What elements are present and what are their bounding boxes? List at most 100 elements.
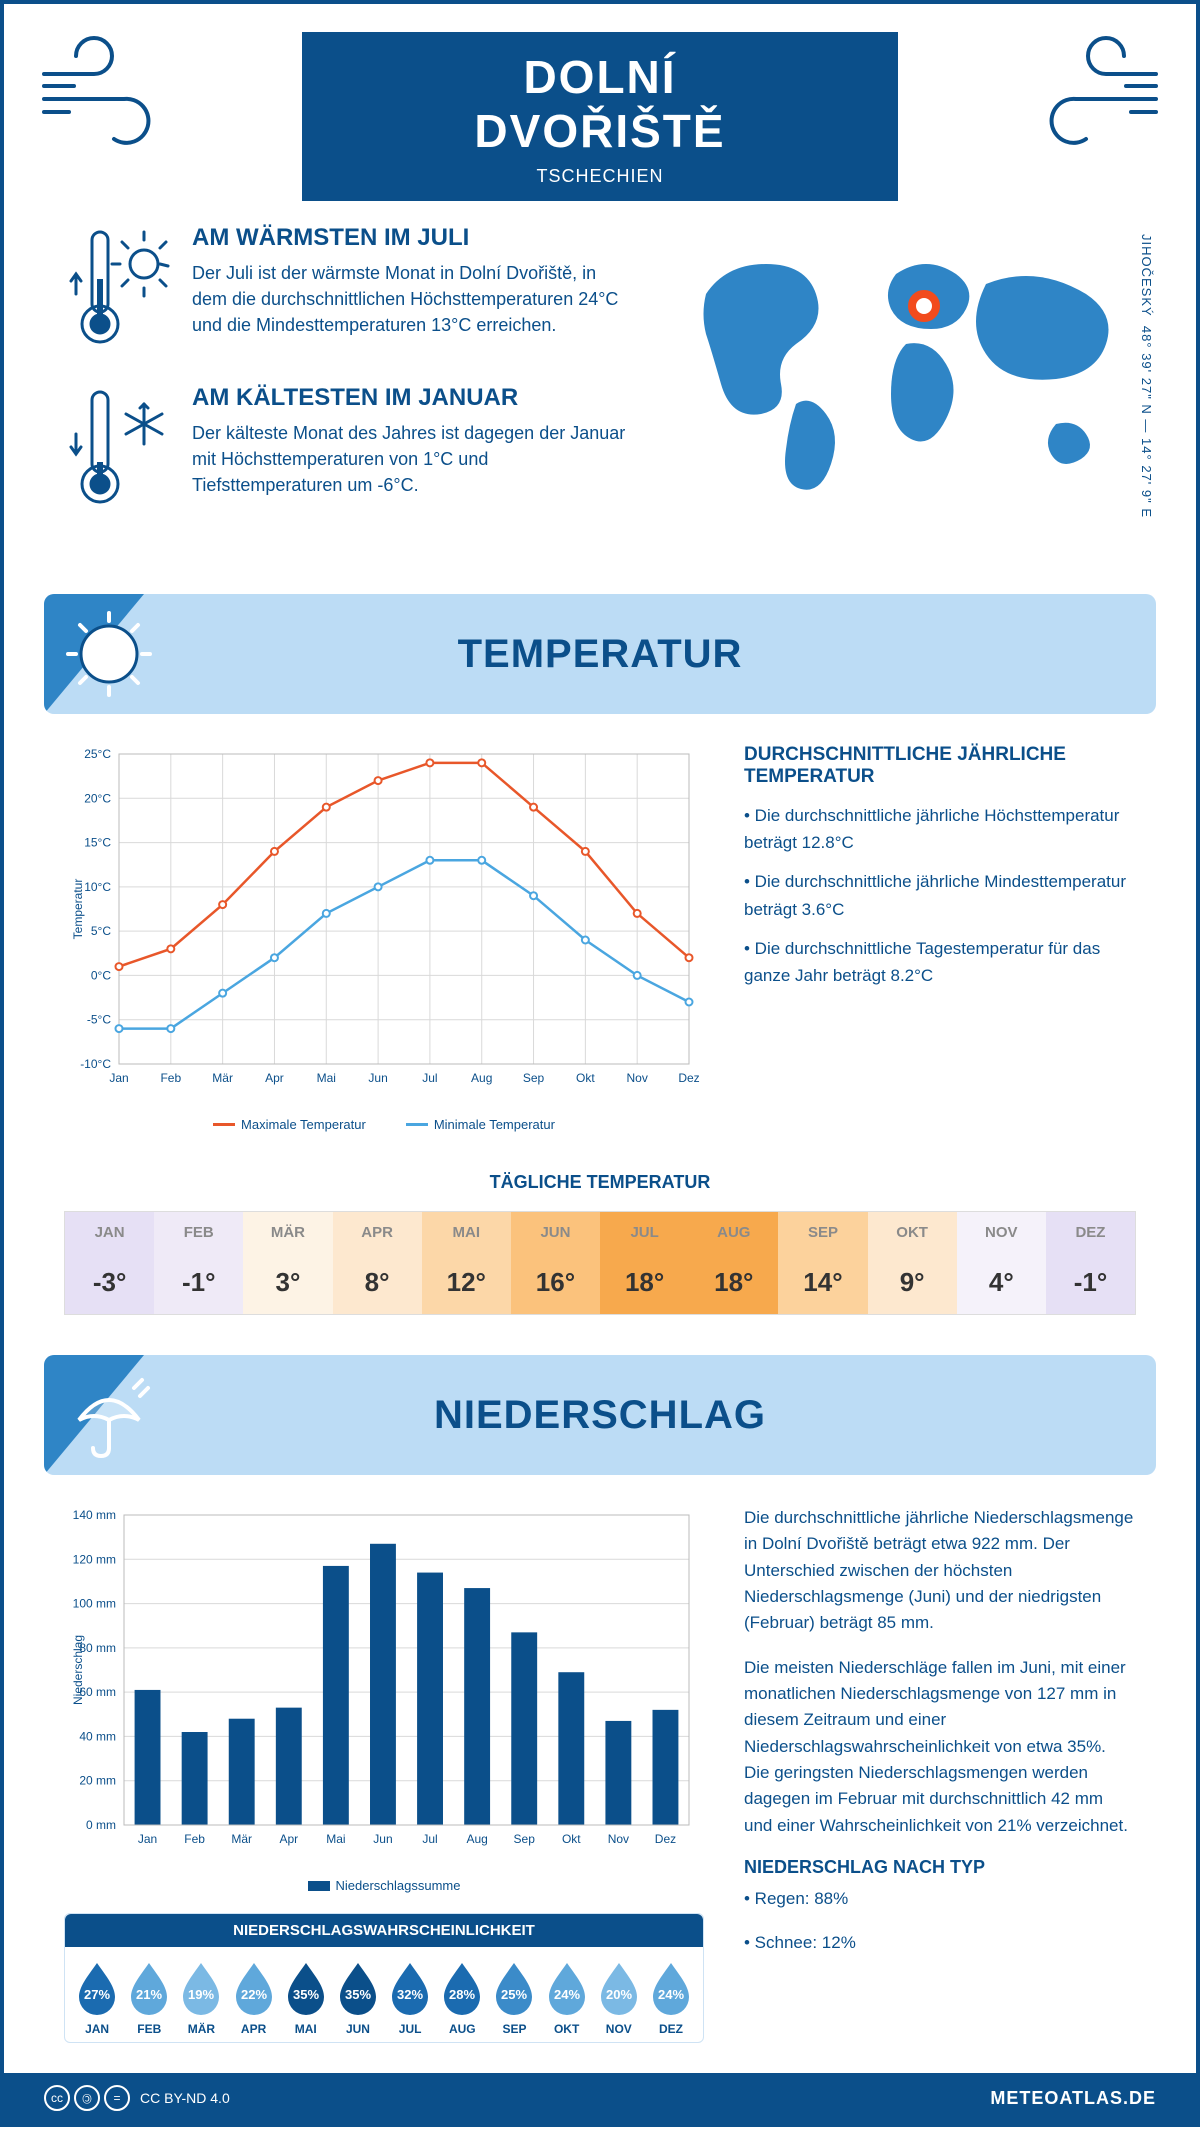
daily-cell: FEB-1°	[154, 1212, 243, 1314]
svg-text:Aug: Aug	[471, 1071, 492, 1085]
svg-text:Jul: Jul	[422, 1832, 437, 1846]
coordinates: JIHOČESKÝ 48° 39' 27" N — 14° 27' 9" E	[1139, 234, 1154, 518]
svg-text:Aug: Aug	[466, 1832, 487, 1846]
precipitation-banner: NIEDERSCHLAG	[44, 1355, 1156, 1475]
precipitation-left: 0 mm20 mm40 mm60 mm80 mm100 mm120 mm140 …	[64, 1505, 704, 2043]
svg-text:-5°C: -5°C	[87, 1013, 111, 1027]
precip-paragraph: Die meisten Niederschläge fallen im Juni…	[744, 1655, 1136, 1839]
svg-text:Mai: Mai	[326, 1832, 345, 1846]
svg-text:40 mm: 40 mm	[79, 1729, 116, 1743]
warmest-fact: AM WÄRMSTEN IM JULI Der Juli ist der wär…	[64, 224, 636, 354]
temp-bullet: • Die durchschnittliche jährliche Mindes…	[744, 868, 1136, 922]
svg-text:Feb: Feb	[184, 1832, 205, 1846]
svg-text:120 mm: 120 mm	[73, 1552, 116, 1566]
svg-text:25°C: 25°C	[84, 747, 111, 761]
warmest-title: AM WÄRMSTEN IM JULI	[192, 224, 636, 252]
cc-icons: cc🄯=	[44, 2085, 130, 2111]
svg-text:Sep: Sep	[523, 1071, 545, 1085]
license-text: CC BY-ND 4.0	[140, 2090, 230, 2106]
probability-drop: 24%OKT	[543, 1959, 591, 2036]
temp-bullet: • Die durchschnittliche jährliche Höchst…	[744, 802, 1136, 856]
svg-text:-10°C: -10°C	[80, 1057, 111, 1071]
probability-drop: 32%JUL	[386, 1959, 434, 2036]
temperature-banner: TEMPERATUR	[44, 594, 1156, 714]
country-subtitle: TSCHECHIEN	[392, 166, 808, 187]
intro-facts: AM WÄRMSTEN IM JULI Der Juli ist der wär…	[64, 224, 636, 544]
temperature-chart: -10°C-5°C0°C5°C10°C15°C20°C25°CJanFebMär…	[64, 744, 704, 1132]
temperature-heading: TEMPERATUR	[458, 632, 743, 677]
svg-text:35%: 35%	[345, 1987, 371, 2002]
probability-drop: 28%AUG	[438, 1959, 486, 2036]
daily-temp-title: TÄGLICHE TEMPERATUR	[4, 1172, 1196, 1193]
svg-text:19%: 19%	[188, 1987, 214, 2002]
precipitation-section: 0 mm20 mm40 mm60 mm80 mm100 mm120 mm140 …	[4, 1505, 1196, 2073]
daily-cell: MÄR3°	[243, 1212, 332, 1314]
probability-drop: 35%JUN	[334, 1959, 382, 2036]
temperature-info: DURCHSCHNITTLICHE JÄHRLICHE TEMPERATUR •…	[744, 744, 1136, 1132]
warmest-text: Der Juli ist der wärmste Monat in Dolní …	[192, 260, 636, 338]
probability-drop: 35%MAI	[282, 1959, 330, 2036]
svg-text:Dez: Dez	[655, 1832, 676, 1846]
svg-text:Jan: Jan	[109, 1071, 128, 1085]
temperature-section: -10°C-5°C0°C5°C10°C15°C20°C25°CJanFebMär…	[4, 744, 1196, 1162]
svg-text:Mär: Mär	[212, 1071, 233, 1085]
svg-text:28%: 28%	[449, 1987, 475, 2002]
svg-text:20°C: 20°C	[84, 791, 111, 805]
daily-cell: NOV4°	[957, 1212, 1046, 1314]
sun-icon	[64, 609, 154, 699]
svg-text:32%: 32%	[397, 1987, 423, 2002]
precip-type-item: • Schnee: 12%	[744, 1930, 1136, 1956]
svg-text:Apr: Apr	[279, 1832, 298, 1846]
brand-text: METEOATLAS.DE	[990, 2088, 1156, 2109]
svg-text:Jan: Jan	[138, 1832, 157, 1846]
probability-drop: 21%FEB	[125, 1959, 173, 2036]
svg-text:0 mm: 0 mm	[86, 1818, 116, 1832]
probability-drop: 27%JAN	[73, 1959, 121, 2036]
probability-drop: 20%NOV	[595, 1959, 643, 2036]
header: DOLNÍ DVOŘIŠTĚ TSCHECHIEN	[4, 4, 1196, 204]
daily-cell: SEP14°	[778, 1212, 867, 1314]
precip-type-title: NIEDERSCHLAG NACH TYP	[744, 1857, 1136, 1878]
thermometer-sun-icon	[64, 224, 174, 354]
probability-box: NIEDERSCHLAGSWAHRSCHEINLICHKEIT 27%JAN21…	[64, 1913, 704, 2043]
svg-text:0°C: 0°C	[91, 968, 111, 982]
wind-icon	[1026, 34, 1166, 154]
svg-text:20 mm: 20 mm	[79, 1774, 116, 1788]
wind-icon	[34, 34, 174, 154]
daily-cell: JUN16°	[511, 1212, 600, 1314]
daily-cell: AUG18°	[689, 1212, 778, 1314]
svg-text:Nov: Nov	[627, 1071, 648, 1085]
svg-text:5°C: 5°C	[91, 924, 111, 938]
bar-legend: Niederschlagssumme	[64, 1878, 704, 1893]
temp-info-title: DURCHSCHNITTLICHE JÄHRLICHE TEMPERATUR	[744, 744, 1136, 788]
svg-text:100 mm: 100 mm	[73, 1597, 116, 1611]
svg-text:Feb: Feb	[160, 1071, 181, 1085]
svg-text:140 mm: 140 mm	[73, 1508, 116, 1522]
daily-temp-row: JAN-3°FEB-1°MÄR3°APR8°MAI12°JUN16°JUL18°…	[64, 1211, 1136, 1315]
umbrella-icon	[64, 1370, 154, 1460]
svg-text:Dez: Dez	[678, 1071, 699, 1085]
svg-text:24%: 24%	[554, 1987, 580, 2002]
location-title: DOLNÍ DVOŘIŠTĚ	[392, 50, 808, 158]
svg-text:15°C: 15°C	[84, 836, 111, 850]
title-banner: DOLNÍ DVOŘIŠTĚ TSCHECHIEN	[302, 32, 898, 201]
daily-cell: MAI12°	[422, 1212, 511, 1314]
footer: cc🄯= CC BY-ND 4.0 METEOATLAS.DE	[4, 2073, 1196, 2123]
probability-drop: 25%SEP	[490, 1959, 538, 2036]
svg-text:27%: 27%	[84, 1987, 110, 2002]
line-chart-svg: -10°C-5°C0°C5°C10°C15°C20°C25°CJanFebMär…	[64, 744, 704, 1104]
svg-text:Niederschlag: Niederschlag	[71, 1635, 85, 1705]
svg-text:Mär: Mär	[231, 1832, 252, 1846]
daily-cell: JUL18°	[600, 1212, 689, 1314]
probability-title: NIEDERSCHLAGSWAHRSCHEINLICHKEIT	[65, 1914, 703, 1947]
svg-text:21%: 21%	[136, 1987, 162, 2002]
probability-drop: 19%MÄR	[177, 1959, 225, 2036]
daily-cell: DEZ-1°	[1046, 1212, 1135, 1314]
daily-cell: OKT9°	[868, 1212, 957, 1314]
svg-text:Jun: Jun	[373, 1832, 392, 1846]
bar-chart-svg: 0 mm20 mm40 mm60 mm80 mm100 mm120 mm140 …	[64, 1505, 704, 1865]
precipitation-heading: NIEDERSCHLAG	[434, 1393, 766, 1438]
coldest-fact: AM KÄLTESTEN IM JANUAR Der kälteste Mona…	[64, 384, 636, 514]
infographic-page: DOLNÍ DVOŘIŠTĚ TSCHECHIEN AM WÄRMSTEN IM…	[0, 0, 1200, 2127]
temp-bullet: • Die durchschnittliche Tagestemperatur …	[744, 935, 1136, 989]
